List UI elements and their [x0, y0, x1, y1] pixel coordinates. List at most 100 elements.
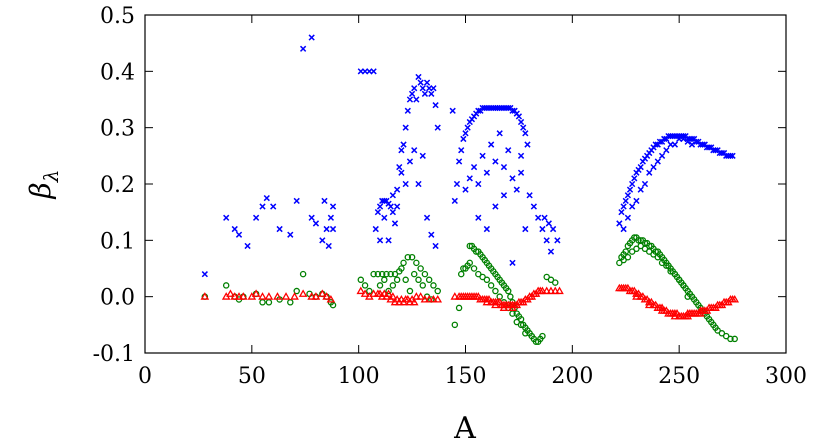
- data-point-circle: [430, 282, 437, 289]
- data-point-triangle: [429, 294, 438, 303]
- data-point-cross: [402, 124, 409, 131]
- data-point-triangle: [550, 286, 560, 295]
- data-point-cross: [323, 225, 330, 233]
- data-point-triangle: [482, 297, 492, 306]
- data-point-cross: [705, 144, 713, 151]
- data-point-cross: [270, 203, 277, 210]
- data-point-circle: [393, 276, 401, 284]
- data-point-cross: [406, 158, 414, 165]
- data-point-circle: [650, 251, 657, 258]
- data-point-triangle: [696, 309, 705, 317]
- data-point-circle: [385, 287, 392, 295]
- data-point-cross: [372, 225, 379, 233]
- data-point-cross: [411, 147, 418, 154]
- svg-text:βλ: βλ: [24, 170, 63, 200]
- data-point-cross: [389, 192, 396, 199]
- data-point-cross: [626, 186, 634, 193]
- data-point-cross: [661, 135, 668, 143]
- data-point-cross: [201, 271, 208, 278]
- data-point-circle: [406, 287, 414, 295]
- data-point-triangle: [264, 292, 274, 300]
- data-point-circle: [457, 270, 465, 278]
- data-point-triangle: [499, 303, 509, 311]
- data-point-cross: [252, 214, 260, 221]
- data-point-cross: [699, 141, 706, 148]
- data-point-cross: [680, 135, 687, 143]
- data-point-circle: [487, 282, 495, 289]
- data-point-cross: [718, 149, 726, 157]
- data-point-circle: [408, 253, 416, 261]
- data-point-cross: [658, 152, 666, 159]
- data-point-circle: [389, 282, 397, 289]
- data-point-cross: [293, 197, 300, 205]
- data-point-cross: [381, 197, 388, 205]
- data-point-cross: [475, 180, 482, 188]
- data-point-cross: [432, 102, 439, 109]
- data-point-triangle: [450, 292, 460, 300]
- data-point-circle: [483, 276, 491, 284]
- data-point-cross: [479, 152, 486, 159]
- data-point-cross: [522, 225, 529, 233]
- data-point-cross: [470, 163, 478, 171]
- data-point-triangle: [238, 292, 248, 300]
- data-point-cross: [620, 225, 627, 233]
- data-point-cross: [524, 141, 531, 148]
- marks-layer: [200, 34, 740, 345]
- x-tick-label: 300: [765, 364, 807, 389]
- data-point-cross: [398, 169, 405, 176]
- data-point-cross: [308, 34, 315, 41]
- data-point-triangle: [360, 289, 370, 297]
- data-point-circle: [383, 270, 390, 278]
- data-point-triangle: [311, 292, 321, 300]
- data-point-triangle: [226, 289, 235, 297]
- data-point-cross: [387, 203, 394, 210]
- data-point-cross: [321, 197, 328, 205]
- data-point-circle: [472, 248, 480, 255]
- data-point-cross: [374, 209, 382, 216]
- data-point-circle: [475, 270, 482, 278]
- series-cross: [201, 34, 736, 278]
- data-point-circle: [299, 270, 307, 278]
- data-point-cross: [223, 214, 230, 221]
- data-point-cross: [652, 141, 659, 148]
- data-point-circle: [616, 259, 623, 267]
- data-point-cross: [370, 68, 377, 75]
- data-point-triangle: [388, 292, 398, 300]
- data-point-circle: [675, 276, 683, 284]
- tick-labels-layer: 0 50 100 150 200 250 300 -0.1 0.0 0.1 0.2 0.3 0.4 0.5: [93, 4, 807, 389]
- data-point-triangle: [409, 297, 419, 306]
- x-tick-label: 0: [138, 364, 152, 389]
- data-point-triangle: [318, 289, 327, 297]
- y-tick-label: -0.1: [93, 342, 135, 367]
- data-point-cross: [385, 237, 392, 244]
- data-point-circle: [663, 262, 670, 269]
- data-point-triangle: [542, 286, 552, 295]
- data-point-cross: [415, 180, 422, 188]
- data-point-triangle: [424, 294, 434, 303]
- data-point-circle: [287, 299, 294, 306]
- data-point-cross: [688, 135, 696, 143]
- data-point-triangle: [356, 286, 366, 295]
- data-point-circle: [381, 276, 388, 284]
- y-tick-label: 0.2: [100, 173, 135, 198]
- data-point-cross: [263, 194, 270, 202]
- data-point-circle: [628, 248, 636, 255]
- data-point-cross: [646, 169, 653, 176]
- data-point-cross: [466, 175, 473, 182]
- data-point-triangle: [546, 286, 556, 295]
- data-point-circle: [507, 293, 514, 300]
- data-point-cross: [633, 197, 640, 205]
- data-point-triangle: [307, 292, 316, 300]
- data-point-cross: [505, 104, 512, 112]
- data-point-circle: [460, 265, 467, 272]
- data-point-circle: [265, 299, 273, 306]
- data-point-cross: [509, 175, 516, 182]
- data-point-cross: [432, 242, 439, 250]
- data-point-cross: [396, 163, 403, 171]
- data-point-cross: [549, 225, 557, 233]
- data-point-cross: [505, 147, 512, 154]
- data-point-cross: [618, 209, 625, 216]
- data-point-circle: [451, 321, 459, 329]
- data-point-cross: [415, 73, 422, 81]
